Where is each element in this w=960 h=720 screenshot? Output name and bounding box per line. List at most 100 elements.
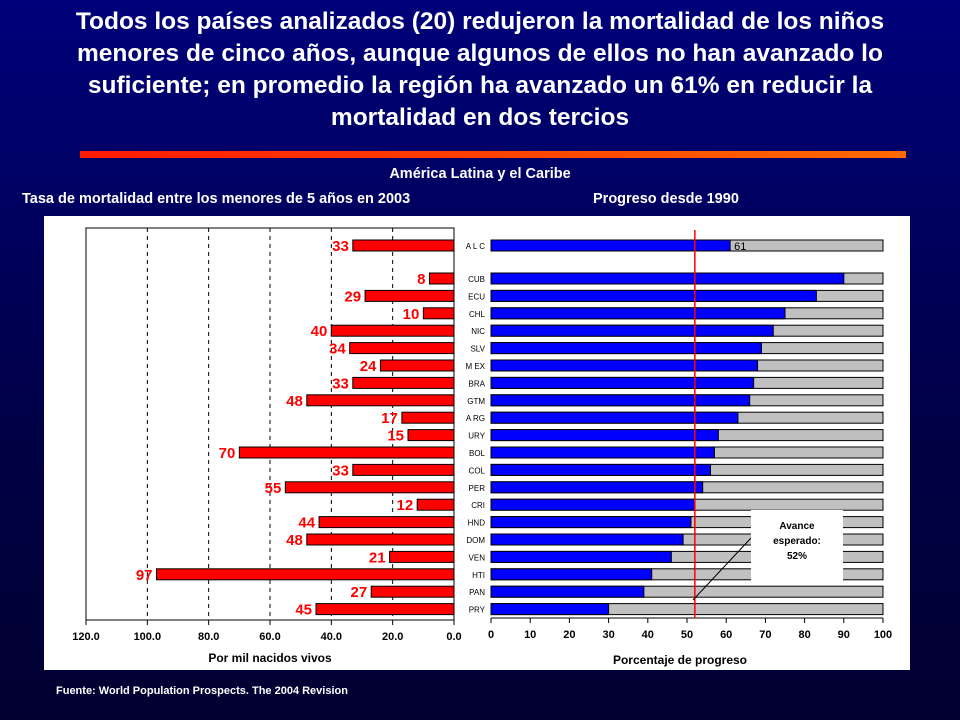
mortality-value-label: 21 bbox=[369, 549, 386, 566]
right-x-tick-label: 20 bbox=[563, 629, 575, 641]
country-label: VEN bbox=[469, 553, 486, 562]
annotation-text: 52% bbox=[787, 551, 807, 562]
left-x-tick-label: 80.0 bbox=[198, 631, 219, 643]
mortality-value-label: 97 bbox=[136, 567, 153, 584]
country-label: GTM bbox=[467, 397, 485, 406]
mortality-bar bbox=[315, 603, 455, 616]
mortality-value-label: 15 bbox=[387, 428, 404, 445]
mortality-value-label: 40 bbox=[311, 323, 328, 340]
progress-bar bbox=[490, 463, 712, 476]
chart-canvas: 120.0 100.0 80.0 60.0 40.0 20.0 0.0 Por mil nac… bbox=[72, 227, 892, 667]
progress-value-label: 61 bbox=[734, 241, 746, 253]
left-x-axis-label: Por mil nacidos vivos bbox=[208, 651, 332, 665]
progress-bar bbox=[490, 289, 817, 302]
left-x-tick-label: 40.0 bbox=[321, 631, 342, 643]
country-label: DOM bbox=[466, 536, 485, 545]
right-x-tick-label: 80 bbox=[798, 629, 810, 641]
mortality-value-label: 48 bbox=[286, 532, 303, 549]
progress-bar bbox=[490, 394, 751, 407]
mortality-value-label: 45 bbox=[295, 602, 312, 619]
left-x-tick-label: 120.0 bbox=[72, 631, 100, 643]
title-divider bbox=[80, 151, 906, 158]
mortality-bar bbox=[284, 481, 455, 494]
mortality-value-label: 17 bbox=[381, 410, 398, 427]
right-x-tick-label: 30 bbox=[602, 629, 614, 641]
right-x-tick-label: 0 bbox=[488, 629, 494, 641]
mortality-bar bbox=[379, 359, 455, 372]
annotation-pointer bbox=[692, 537, 752, 601]
title-line: suficiente; en promedio la región ha ava… bbox=[87, 72, 873, 99]
progress-bar bbox=[490, 568, 653, 581]
mortality-bar bbox=[407, 429, 455, 442]
right-x-tick-label: 10 bbox=[524, 629, 536, 641]
mortality-bar bbox=[352, 376, 455, 389]
mortality-value-label: 34 bbox=[329, 341, 346, 358]
country-label: SLV bbox=[470, 345, 485, 354]
mortality-bar bbox=[416, 498, 455, 511]
mortality-bar bbox=[156, 568, 455, 581]
mortality-value-label: 24 bbox=[360, 358, 377, 375]
title-line: menores de cinco años, aunque algunos de… bbox=[77, 40, 883, 67]
mortality-value-label: 55 bbox=[265, 480, 282, 497]
mortality-bar bbox=[401, 411, 455, 424]
progress-bar bbox=[490, 324, 774, 337]
left-x-tick-label: 20.0 bbox=[382, 631, 403, 643]
progress-bar bbox=[490, 411, 739, 424]
mortality-value-label: 48 bbox=[286, 393, 303, 410]
mortality-bar bbox=[352, 463, 455, 476]
region-label: América Latina y el Caribe bbox=[389, 166, 571, 182]
mortality-value-label: 12 bbox=[397, 497, 414, 514]
mortality-value-label: 8 bbox=[417, 271, 425, 288]
right-x-tick-label: 90 bbox=[838, 629, 850, 641]
right-x-tick-label: 60 bbox=[720, 629, 732, 641]
country-label: M EX bbox=[465, 362, 485, 371]
mortality-value-label: 33 bbox=[332, 462, 349, 479]
mortality-bar bbox=[428, 272, 455, 285]
country-label: CUB bbox=[468, 275, 485, 284]
progress-bar bbox=[490, 498, 696, 511]
title-line: mortalidad en dos tercios bbox=[330, 104, 630, 131]
progress-bar bbox=[490, 550, 672, 563]
progress-bar bbox=[490, 585, 645, 598]
mortality-bar bbox=[389, 550, 455, 563]
country-label: COL bbox=[469, 466, 486, 475]
country-label: CRI bbox=[471, 501, 485, 510]
country-label: A RG bbox=[466, 414, 485, 423]
mortality-value-label: 10 bbox=[403, 306, 420, 323]
mortality-value-label: 44 bbox=[298, 515, 315, 532]
right-x-tick-label: 100 bbox=[874, 629, 892, 641]
left-x-tick-label: 0.0 bbox=[446, 631, 461, 643]
progress-bar bbox=[490, 603, 610, 616]
progress-bar bbox=[490, 359, 759, 372]
progress-bar bbox=[490, 272, 845, 285]
mortality-value-label: 27 bbox=[351, 584, 368, 601]
right-chart-subtitle: Progreso desde 1990 bbox=[593, 191, 739, 207]
right-x-tick-label: 70 bbox=[759, 629, 771, 641]
progress-bar bbox=[490, 516, 692, 529]
country-label: URY bbox=[468, 432, 485, 441]
mortality-bar bbox=[318, 516, 455, 529]
mortality-bar bbox=[364, 289, 455, 302]
mortality-bar bbox=[306, 394, 455, 407]
right-x-tick-label: 40 bbox=[642, 629, 654, 641]
annotation-text: Avance bbox=[779, 521, 815, 532]
country-label: HTI bbox=[472, 571, 485, 580]
progress-bar bbox=[490, 481, 704, 494]
progress-bar bbox=[490, 239, 731, 252]
left-x-tick-label: 100.0 bbox=[134, 631, 162, 643]
annotation-box bbox=[751, 510, 843, 582]
country-label: NIC bbox=[471, 327, 485, 336]
progress-bar bbox=[490, 376, 755, 389]
mortality-bar bbox=[352, 239, 455, 252]
progress-bar bbox=[490, 446, 715, 459]
mortality-bar bbox=[330, 324, 455, 337]
page-title: Todos los países analizados (20) redujer… bbox=[0, 6, 960, 134]
mortality-bar bbox=[349, 342, 455, 355]
mortality-value-label: 70 bbox=[219, 445, 236, 462]
progress-bar bbox=[490, 533, 684, 546]
source-note: Fuente: World Population Prospects. The … bbox=[56, 685, 348, 697]
country-label: BOL bbox=[469, 449, 486, 458]
country-label: HND bbox=[468, 519, 486, 528]
left-x-tick-label: 60.0 bbox=[259, 631, 280, 643]
mortality-bar bbox=[370, 585, 455, 598]
